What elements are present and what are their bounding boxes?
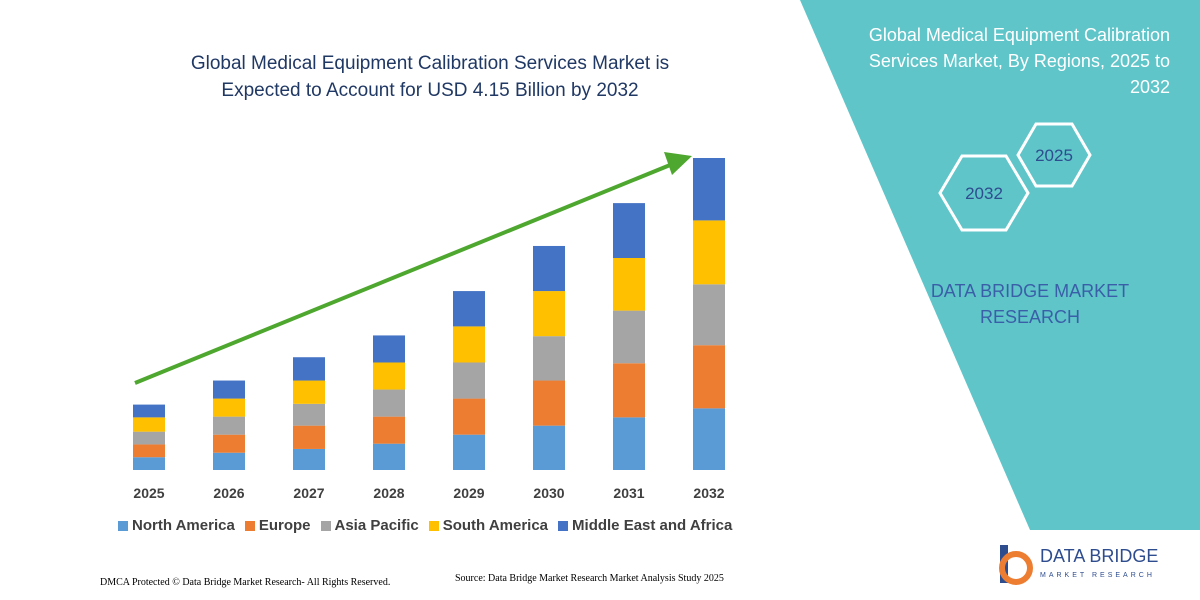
bar-segment bbox=[533, 336, 565, 381]
bar-segment bbox=[213, 452, 245, 470]
bar-segment bbox=[373, 362, 405, 390]
arrow-head bbox=[664, 152, 692, 175]
logo-name: DATA BRIDGE bbox=[1040, 546, 1158, 566]
bar-segment bbox=[133, 404, 165, 418]
footer-source: Source: Data Bridge Market Research Mark… bbox=[455, 573, 724, 584]
bar-segment bbox=[693, 345, 725, 409]
bar-segment bbox=[293, 357, 325, 381]
x-tick-label: 2030 bbox=[533, 485, 564, 501]
legend-swatch bbox=[118, 520, 128, 531]
bar-segment bbox=[453, 434, 485, 470]
bar-segment bbox=[133, 457, 165, 470]
logo-icon bbox=[999, 545, 1033, 585]
legend-item: South America bbox=[428, 517, 549, 534]
legend-label: Middle East and Africa bbox=[572, 517, 733, 534]
bar-segment bbox=[213, 380, 245, 399]
logo-tagline: MARKET RESEARCH bbox=[1040, 572, 1155, 579]
bar-segment bbox=[453, 362, 485, 399]
legend-label: South America bbox=[442, 517, 549, 534]
x-tick-label: 2031 bbox=[613, 485, 644, 501]
x-tick-label: 2029 bbox=[453, 485, 484, 501]
legend-label: North America bbox=[132, 517, 235, 534]
bar-segment bbox=[373, 335, 405, 363]
footer-rights: DMCA Protected © Data Bridge Market Rese… bbox=[100, 577, 390, 588]
bar-segment bbox=[533, 245, 565, 292]
hexagon bbox=[938, 154, 1030, 232]
legend-label: Asia Pacific bbox=[334, 517, 419, 534]
bar-segment bbox=[613, 363, 645, 418]
bar-segment bbox=[293, 380, 325, 404]
bar-segment bbox=[373, 443, 405, 470]
side-panel-bg bbox=[800, 0, 1200, 530]
hexagon bbox=[1016, 122, 1092, 188]
bar-segment bbox=[213, 434, 245, 453]
bar-segment bbox=[533, 291, 565, 337]
hexagon-label: 2025 bbox=[1035, 146, 1073, 165]
x-tick-label: 2028 bbox=[373, 485, 404, 501]
bar-segment bbox=[213, 398, 245, 417]
side-title: Global Medical Equipment Calibration Ser… bbox=[868, 25, 1170, 97]
legend-item: Asia Pacific bbox=[320, 517, 419, 534]
x-tick-label: 2025 bbox=[133, 485, 164, 501]
bar-segment bbox=[693, 158, 725, 221]
bar-segment bbox=[293, 425, 325, 449]
bar-segment bbox=[293, 448, 325, 470]
bar-segment bbox=[293, 403, 325, 426]
x-tick-label: 2026 bbox=[213, 485, 244, 501]
bar-segment bbox=[133, 431, 165, 445]
bar-segment bbox=[373, 389, 405, 417]
bar-segment bbox=[693, 408, 725, 470]
bar-segment bbox=[133, 417, 165, 432]
bar-segment bbox=[693, 284, 725, 346]
legend-swatch bbox=[244, 520, 255, 531]
legend-swatch bbox=[558, 520, 569, 531]
legend: North America Europe Asia Pacific South Ame… bbox=[118, 517, 732, 534]
bar-segment bbox=[533, 380, 565, 426]
legend-swatch bbox=[428, 520, 439, 531]
bar-segment bbox=[693, 220, 725, 285]
legend-label: Europe bbox=[258, 517, 311, 534]
bar-segment bbox=[613, 203, 645, 258]
bar-segment bbox=[533, 425, 565, 470]
bar-segment bbox=[613, 257, 645, 311]
x-tick-label: 2027 bbox=[293, 485, 324, 501]
legend-item: Europe bbox=[244, 517, 311, 534]
bar-segment bbox=[133, 444, 165, 458]
brand: DATA BRIDGE MARKET RESEARCH bbox=[930, 281, 1130, 327]
bar-segment bbox=[213, 416, 245, 435]
x-tick-label: 2032 bbox=[693, 485, 724, 501]
bar-segment bbox=[453, 326, 485, 363]
bar-segment bbox=[453, 291, 485, 327]
bar-segment bbox=[613, 310, 645, 364]
bar-segment bbox=[613, 417, 645, 470]
chart-title: Global Medical Equipment Calibration Ser… bbox=[190, 53, 670, 101]
bar-segment bbox=[373, 416, 405, 444]
legend-item: Middle East and Africa bbox=[558, 517, 732, 534]
legend-swatch bbox=[320, 520, 331, 531]
hexagon-label: 2032 bbox=[965, 184, 1003, 203]
trend-arrow bbox=[134, 161, 676, 385]
bar-segment bbox=[453, 398, 485, 435]
legend-item: North America bbox=[118, 517, 235, 534]
